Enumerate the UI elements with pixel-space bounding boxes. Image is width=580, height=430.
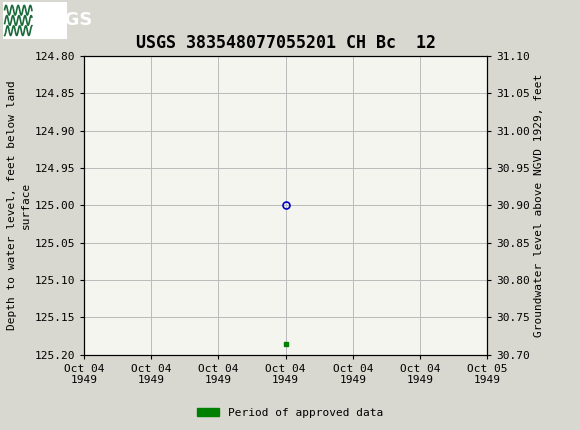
- Bar: [3, 2, 67, 39]
- Text: USGS: USGS: [38, 12, 93, 29]
- Title: USGS 383548077055201 CH Bc  12: USGS 383548077055201 CH Bc 12: [136, 34, 436, 52]
- Y-axis label: Groundwater level above NGVD 1929, feet: Groundwater level above NGVD 1929, feet: [534, 74, 544, 337]
- Legend: Period of approved data: Period of approved data: [193, 403, 387, 422]
- Y-axis label: Depth to water level, feet below land
surface: Depth to water level, feet below land su…: [7, 80, 30, 330]
